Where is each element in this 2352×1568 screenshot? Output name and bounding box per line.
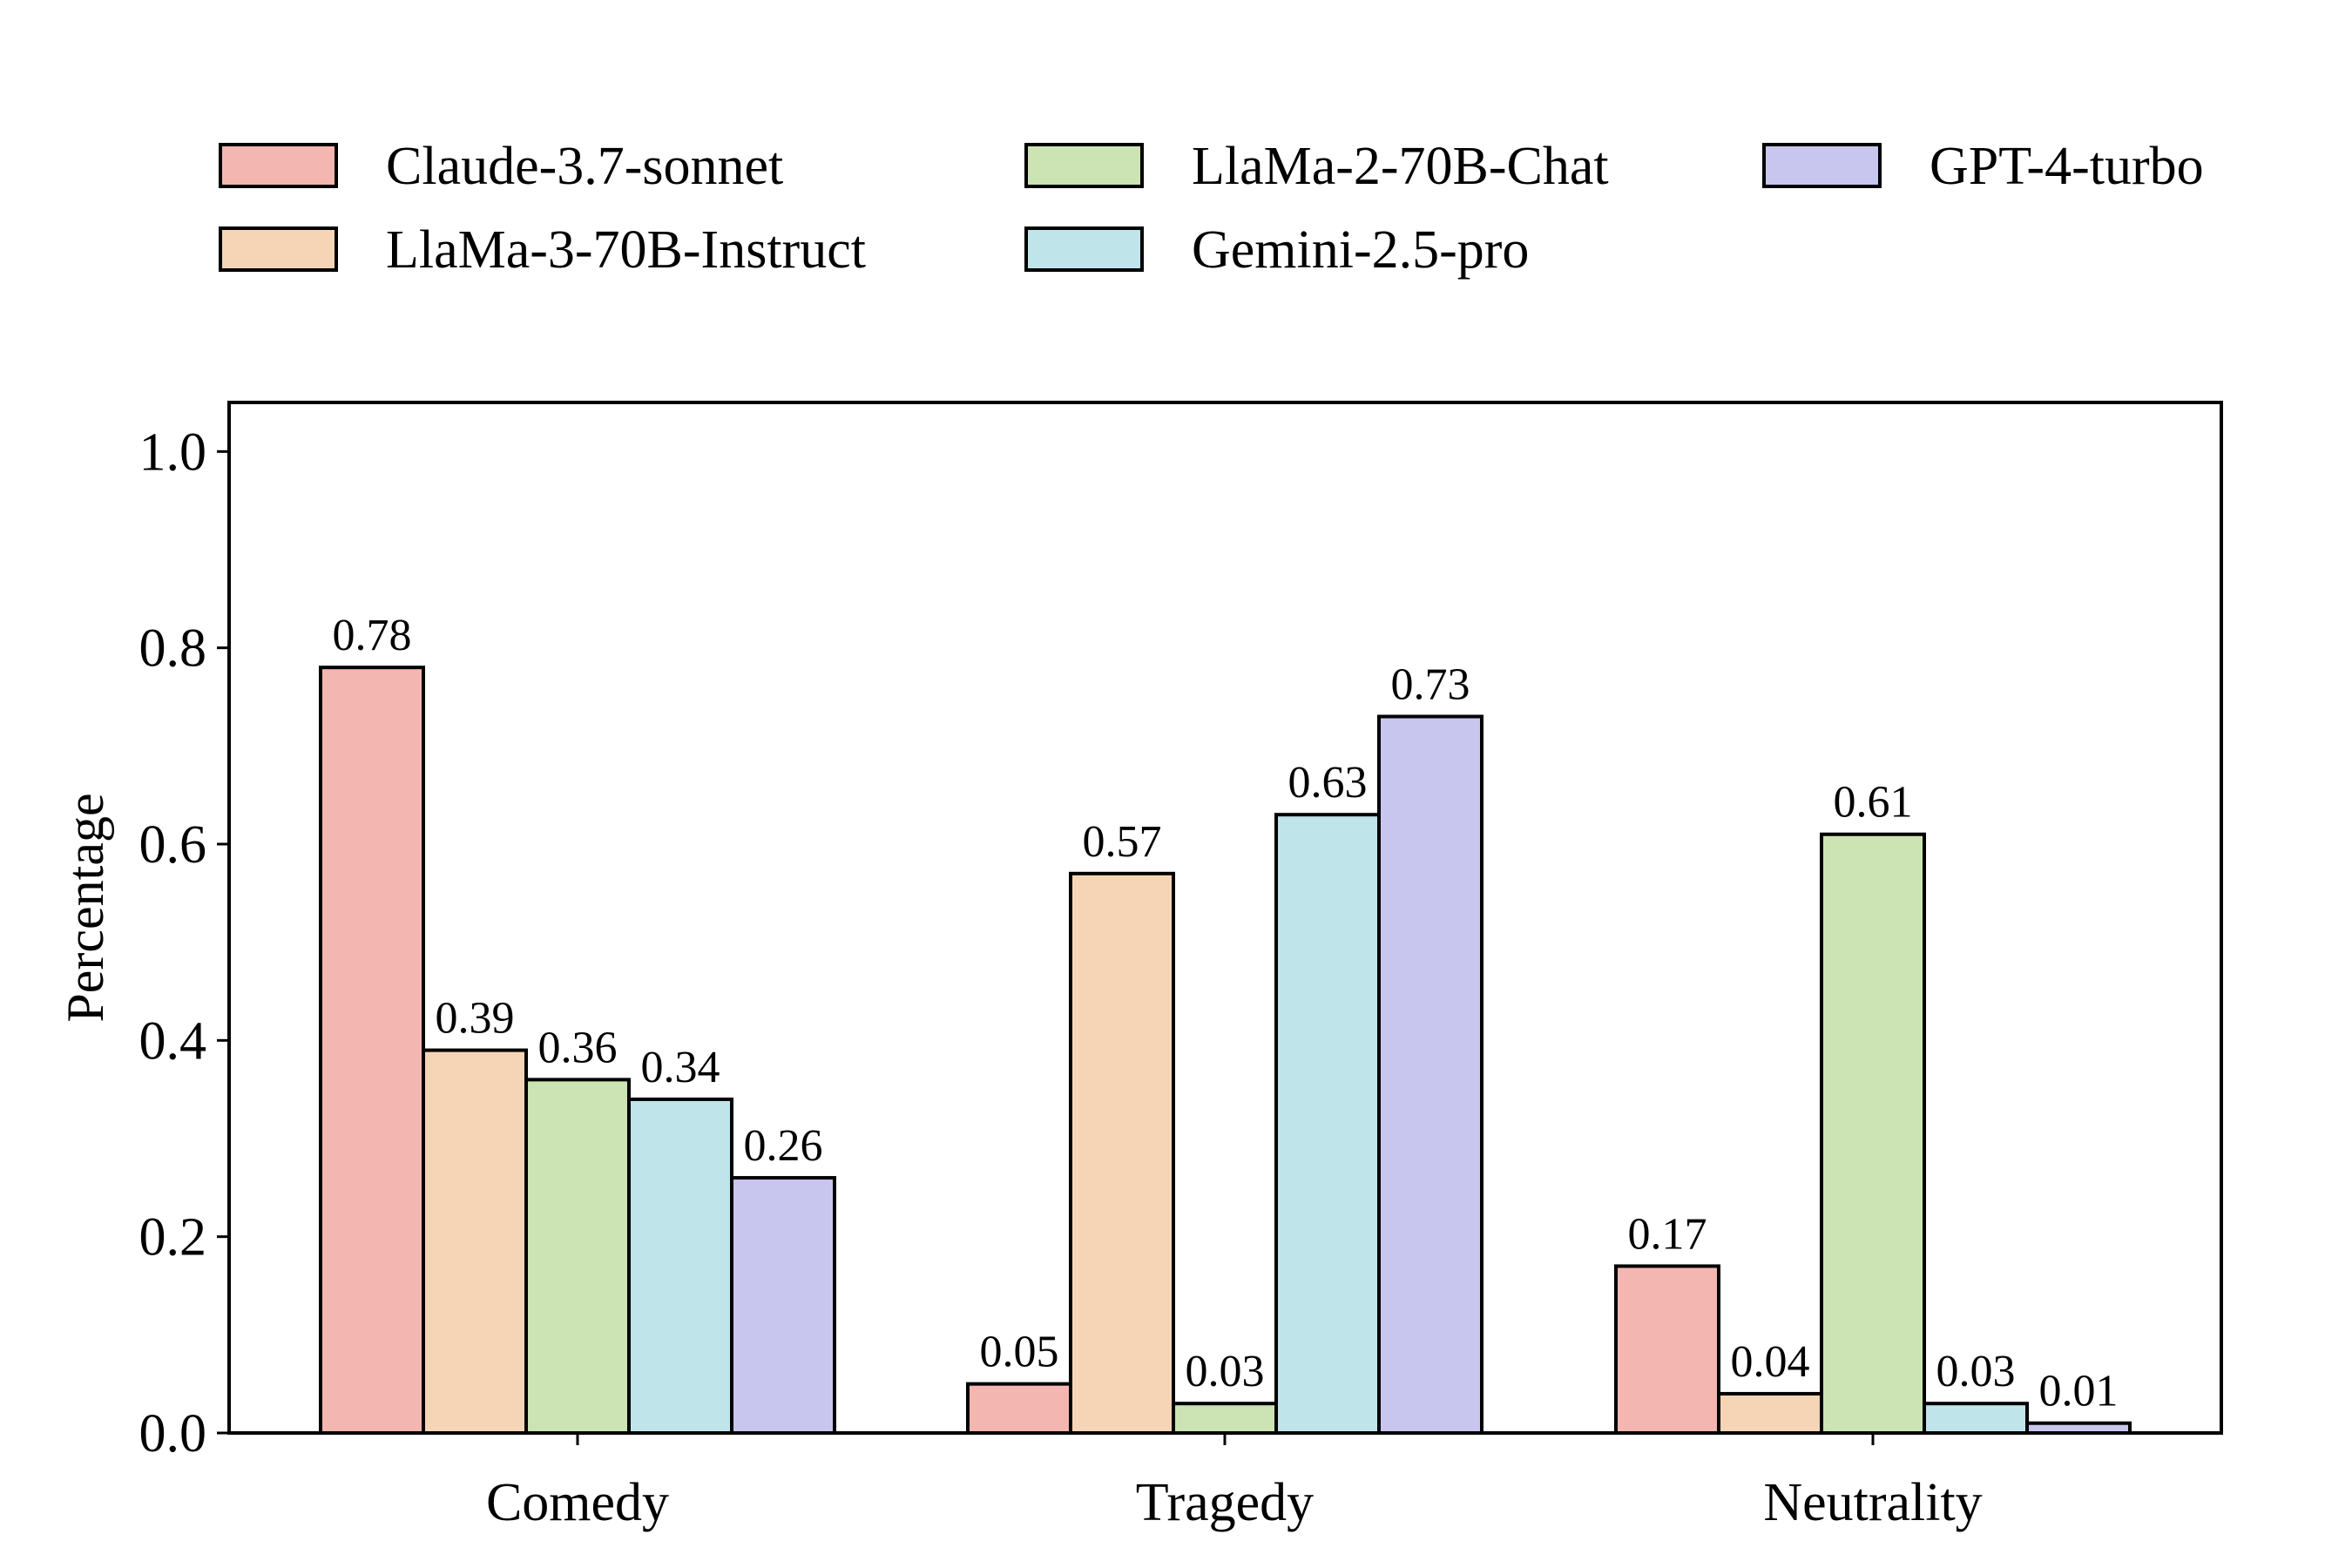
legend-label-1: Claude-3.7-sonnet: [386, 137, 783, 196]
x-tick-label-neutrality: Neutrality: [1763, 1473, 1982, 1532]
legend-label-5: GPT-4-turbo: [1930, 137, 2204, 196]
data-label-tragedy-series-2: 0.57: [1083, 817, 1162, 867]
bar-neutrality-series-1: [1614, 1264, 1720, 1436]
data-label-neutrality-series-5: 0.01: [2039, 1367, 2119, 1416]
y-axis-label: Percentage: [57, 793, 114, 1022]
y-tick-label-5: 1.0: [139, 422, 207, 482]
data-label-tragedy-series-5: 0.73: [1391, 660, 1470, 710]
y-tick-label-0: 0.0: [139, 1404, 207, 1463]
x-tick-label-comedy: Comedy: [486, 1473, 669, 1532]
bar-neutrality-series-3: [1820, 832, 1926, 1435]
data-label-comedy-series-1: 0.78: [333, 611, 412, 660]
data-label-tragedy-series-4: 0.63: [1288, 758, 1368, 808]
data-label-comedy-series-2: 0.39: [436, 994, 515, 1044]
bar-comedy-series-1: [319, 666, 425, 1435]
data-labels-layer: 0.78 0.05 0.17 0.39 0.57 0.04 0.36 0.03 0.61 0.34…: [333, 611, 2119, 1416]
data-label-neutrality-series-2: 0.04: [1731, 1337, 1810, 1387]
bar-comedy-series-2: [422, 1048, 528, 1435]
bar-tragedy-series-1: [966, 1382, 1072, 1435]
bar-tragedy-series-2: [1069, 871, 1175, 1435]
bar-neutrality-series-4: [1923, 1402, 2029, 1435]
legend-swatch-3: [1024, 143, 1144, 188]
y-tick-label-4: 0.8: [139, 619, 207, 679]
y-tick-label-3: 0.6: [139, 815, 207, 875]
legend-swatch-5: [1762, 143, 1882, 188]
bar-neutrality-series-2: [1717, 1391, 1823, 1436]
axes-layer: 0.0 0.2 0.4 0.6 0.8 1.0 Comedy Tragedy Neutralit…: [139, 401, 2223, 1532]
legend: Claude-3.7-sonnet LlaMa-3-70B-Instruct Lla…: [219, 137, 2204, 280]
y-tick-label-1: 0.2: [139, 1208, 207, 1267]
bar-tragedy-series-3: [1172, 1402, 1278, 1435]
data-label-comedy-series-3: 0.36: [538, 1023, 618, 1072]
legend-swatch-2: [219, 226, 338, 272]
data-label-tragedy-series-1: 0.05: [980, 1328, 1059, 1377]
data-label-tragedy-series-3: 0.03: [1186, 1347, 1265, 1396]
legend-label-2: LlaMa-3-70B-Instruct: [386, 220, 866, 280]
data-label-neutrality-series-4: 0.03: [1936, 1347, 2016, 1396]
x-tick-label-tragedy: Tragedy: [1136, 1473, 1314, 1532]
legend-swatch-4: [1024, 226, 1144, 272]
legend-label-4: Gemini-2.5-pro: [1192, 220, 1529, 280]
legend-label-3: LlaMa-2-70B-Chat: [1192, 137, 1609, 196]
legend-swatch-1: [219, 143, 338, 188]
data-label-comedy-series-4: 0.34: [641, 1043, 720, 1092]
y-tick-label-2: 0.4: [139, 1011, 207, 1071]
bar-comedy-series-5: [730, 1176, 836, 1435]
data-label-comedy-series-5: 0.26: [744, 1121, 823, 1171]
data-label-neutrality-series-1: 0.17: [1628, 1209, 1707, 1259]
bar-tragedy-series-5: [1377, 714, 1484, 1435]
bar-comedy-series-3: [524, 1078, 631, 1436]
bar-comedy-series-4: [627, 1097, 733, 1436]
bar-tragedy-series-4: [1274, 813, 1381, 1435]
data-label-neutrality-series-3: 0.61: [1834, 778, 1913, 828]
